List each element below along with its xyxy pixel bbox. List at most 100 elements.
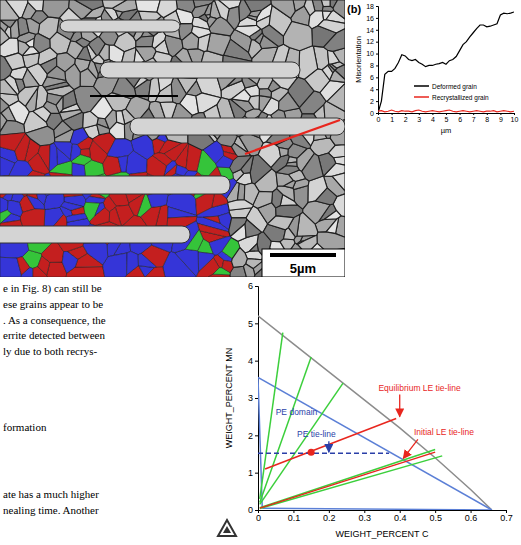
- grain: [268, 216, 294, 230]
- tick-label: 0: [256, 513, 261, 523]
- grain: [333, 0, 345, 19]
- tick: 0.7: [500, 510, 513, 523]
- tick-mark: [376, 30, 378, 31]
- tick-label: 6: [458, 116, 462, 123]
- tick-label: 5: [248, 319, 253, 329]
- plot-area: [378, 12, 514, 113]
- grain: [245, 219, 261, 237]
- grain: [141, 206, 161, 228]
- tick: 14: [366, 27, 378, 34]
- tick: 0: [256, 510, 261, 523]
- grain: [207, 33, 230, 56]
- tick-label: 0.7: [500, 513, 513, 523]
- y-axis-title: WEIGHT_PERCENT MN: [224, 348, 234, 448]
- tick-mark: [392, 113, 393, 115]
- tick-label: 0: [370, 110, 374, 117]
- annotation-arrow: [328, 441, 329, 452]
- series-line: [260, 450, 435, 508]
- grain: [328, 64, 335, 72]
- grain: [7, 200, 22, 216]
- tick: 18: [366, 3, 378, 10]
- tick-label: 18: [366, 3, 374, 10]
- tick: 7: [472, 113, 476, 123]
- tick-label: 12: [366, 38, 374, 45]
- tick-label: 0: [377, 116, 381, 123]
- grain: [168, 207, 197, 218]
- grain: [326, 218, 339, 234]
- body-text: errite detected between: [3, 329, 105, 341]
- annotation-arrow: [399, 395, 400, 417]
- x-axis: 012345678910: [377, 113, 519, 123]
- grain: [11, 20, 20, 39]
- grain: [293, 179, 309, 190]
- scale-bar: [270, 253, 336, 257]
- grain: [0, 79, 18, 94]
- grain: [127, 251, 139, 275]
- tick-label: 2: [370, 98, 374, 105]
- tick: 12: [366, 38, 378, 45]
- x-axis-title: µm: [441, 126, 452, 135]
- tick-mark: [255, 473, 258, 474]
- grain: [33, 106, 51, 122]
- grain: [136, 36, 154, 47]
- chart: 012345678910024681012141618µmMisorientat…: [347, 3, 518, 135]
- legend-swatch: [414, 85, 429, 87]
- tick-mark: [460, 113, 461, 115]
- grain: [23, 69, 40, 87]
- grain: [302, 153, 323, 181]
- profile-line-deformed: [90, 95, 178, 97]
- grain: [250, 244, 259, 252]
- tick: 0.5: [429, 510, 442, 523]
- tick: 10: [511, 113, 519, 123]
- series-line: [265, 419, 396, 469]
- grain: [223, 151, 237, 160]
- tick-mark: [487, 113, 488, 115]
- tick-label: 6: [370, 74, 374, 81]
- grain: [18, 41, 29, 56]
- annotation: Equilibrium LE tie-line: [378, 383, 460, 393]
- grain: [279, 147, 288, 156]
- grain: [157, 0, 177, 18]
- tick-label: 6: [248, 281, 253, 291]
- tick-label: 0.3: [359, 513, 372, 523]
- grain: [145, 267, 165, 277]
- grain: [237, 183, 244, 200]
- grain: [66, 213, 87, 222]
- grain: [129, 193, 145, 215]
- body-text: nealing time. Another: [3, 504, 99, 516]
- grain: [0, 27, 9, 45]
- tick-mark: [376, 42, 378, 43]
- tick: 10: [366, 50, 378, 57]
- annotation-arrow: [403, 439, 418, 458]
- tick: 1: [390, 113, 394, 123]
- tick-label: 0.4: [394, 513, 407, 523]
- tick: 0: [377, 113, 381, 123]
- grain: [175, 249, 199, 276]
- grain: [47, 66, 66, 80]
- grain: [262, 25, 284, 47]
- grain: [176, 165, 188, 176]
- section-heading: formation: [3, 421, 47, 433]
- tick: 0.1: [288, 510, 301, 523]
- grain: [86, 196, 105, 203]
- body-text: . As a consequence, the: [3, 314, 106, 326]
- scale-bar-box: [262, 249, 345, 277]
- grain: [88, 60, 98, 79]
- grain: [97, 124, 110, 135]
- elongated-grain: [130, 118, 345, 135]
- tick-mark: [473, 113, 474, 115]
- grain: [203, 141, 223, 164]
- tick-label: 16: [366, 15, 374, 22]
- tick-label: 1: [248, 468, 253, 478]
- grain: [249, 96, 260, 110]
- axis-line: [376, 7, 379, 114]
- tick-mark: [255, 398, 258, 399]
- tick-label: 5: [445, 116, 449, 123]
- grain: [247, 15, 257, 20]
- grain: [322, 11, 331, 20]
- profile-line-recrystallized: [245, 120, 340, 154]
- tick-mark: [446, 113, 447, 115]
- series-line: [378, 110, 514, 112]
- tick: 3: [417, 113, 421, 123]
- y-axis: 0123456: [248, 281, 259, 515]
